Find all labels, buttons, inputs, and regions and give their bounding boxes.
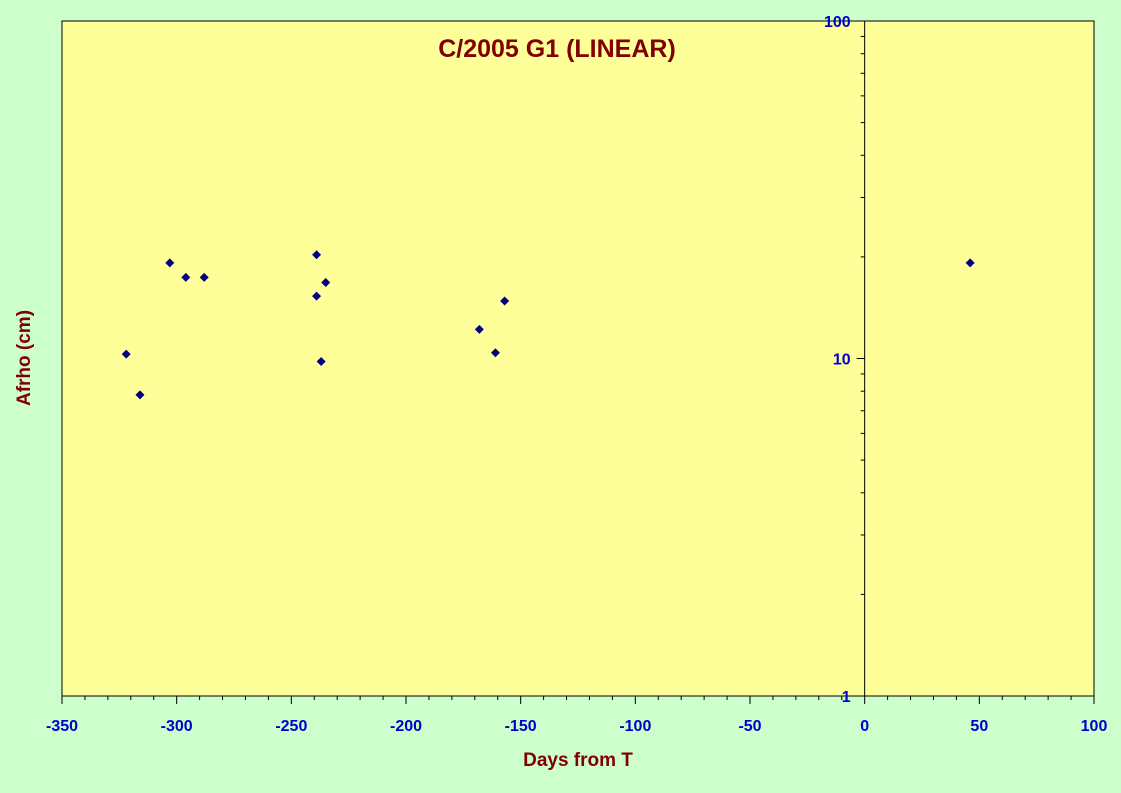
data-point [474,324,484,334]
data-point [181,272,191,282]
x-tick-label: 100 [1081,718,1108,735]
y-axis-label: Afrho (cm) [14,310,35,406]
x-tick-label: 0 [860,718,869,735]
x-tick-label: 50 [970,718,988,735]
data-points [121,250,975,400]
plot-area [61,20,1095,697]
data-point [312,250,322,260]
data-point [321,277,331,287]
data-point [500,296,510,306]
minor-ticks [61,20,1095,704]
y-tick-label: 100 [824,14,851,31]
y-tick-label: 10 [833,352,851,369]
data-point [490,348,500,358]
x-tick-label: -300 [161,718,193,735]
data-point [965,258,975,268]
data-point [316,356,326,366]
y-tick-labels: 1 10 100 [824,14,851,706]
x-tick-label: -150 [505,718,537,735]
data-point [199,272,209,282]
x-tick-label: -200 [390,718,422,735]
data-point [165,258,175,268]
x-tick-label: -100 [619,718,651,735]
x-tick-label: -250 [275,718,307,735]
x-tick-label: -350 [46,718,78,735]
x-axis-label: Days from T [523,750,633,771]
x-tick-label: -50 [738,718,761,735]
chart-title: C/2005 G1 (LINEAR) [438,35,676,63]
data-point [312,291,322,301]
x-tick-labels: -350 -300 -250 -200 -150 -100 -50 0 50 100 [46,718,1107,735]
data-point [121,349,131,359]
y-tick-label: 1 [842,689,851,706]
data-point [135,390,145,400]
